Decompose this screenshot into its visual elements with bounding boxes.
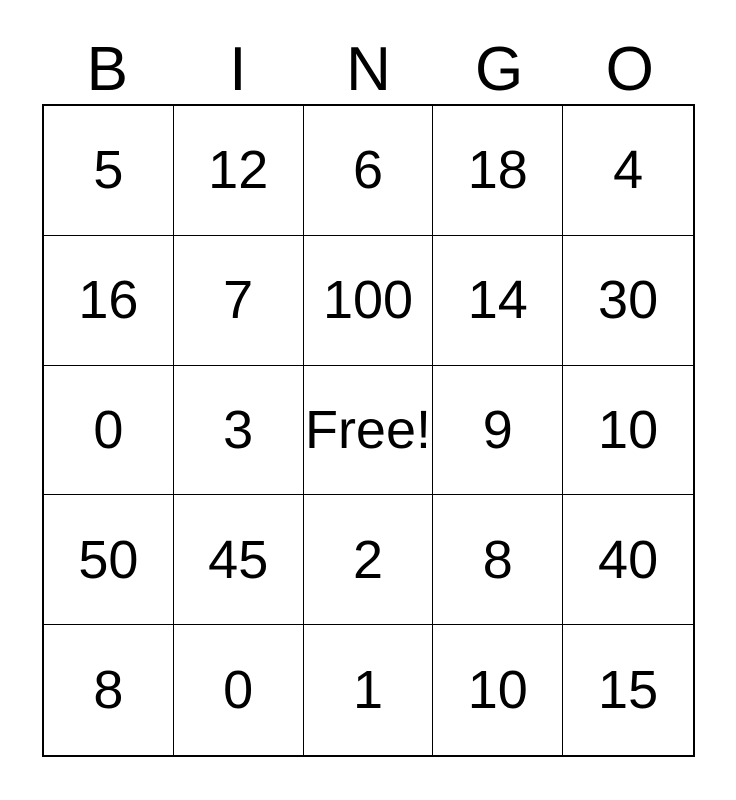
header-letter-g: G (474, 35, 524, 104)
bingo-free-cell[interactable]: Free! (303, 365, 434, 496)
header-letter-n: N (346, 35, 391, 104)
bingo-cell-r2c4[interactable]: 10 (563, 365, 693, 496)
bingo-cell-r1c4[interactable]: 30 (563, 235, 693, 366)
bingo-cell-r1c3[interactable]: 14 (433, 235, 564, 366)
bingo-cell-r1c2[interactable]: 100 (303, 235, 434, 366)
bingo-cell-r3c4[interactable]: 40 (563, 495, 693, 626)
bingo-cell-r2c3[interactable]: 9 (433, 365, 564, 496)
header-letter-i: I (229, 35, 247, 104)
bingo-cell-r4c3[interactable]: 10 (433, 625, 564, 755)
header-letter-b: B (86, 35, 128, 104)
bingo-cell-r0c4[interactable]: 4 (563, 106, 693, 236)
bingo-header: B I N G O (42, 38, 695, 102)
bingo-cell-r0c1[interactable]: 12 (173, 106, 304, 236)
bingo-cell-r4c4[interactable]: 15 (563, 625, 693, 755)
bingo-cell-r3c1[interactable]: 45 (173, 495, 304, 626)
bingo-cell-r1c1[interactable]: 7 (173, 235, 304, 366)
bingo-cell-r2c0[interactable]: 0 (44, 365, 174, 496)
bingo-cell-r4c0[interactable]: 8 (44, 625, 174, 755)
bingo-cell-r0c0[interactable]: 5 (44, 106, 174, 236)
header-letter-o: O (605, 35, 654, 104)
bingo-cell-r4c2[interactable]: 1 (303, 625, 434, 755)
bingo-cell-r3c2[interactable]: 2 (303, 495, 434, 626)
bingo-cell-r1c0[interactable]: 16 (44, 235, 174, 366)
bingo-cell-r3c0[interactable]: 50 (44, 495, 174, 626)
bingo-cell-r3c3[interactable]: 8 (433, 495, 564, 626)
bingo-grid: 5 12 6 18 4 16 7 100 14 30 0 3 Free! 9 1… (42, 104, 695, 757)
bingo-cell-r2c1[interactable]: 3 (173, 365, 304, 496)
bingo-cell-r0c2[interactable]: 6 (303, 106, 434, 236)
bingo-cell-r4c1[interactable]: 0 (173, 625, 304, 755)
bingo-cell-r0c3[interactable]: 18 (433, 106, 564, 236)
